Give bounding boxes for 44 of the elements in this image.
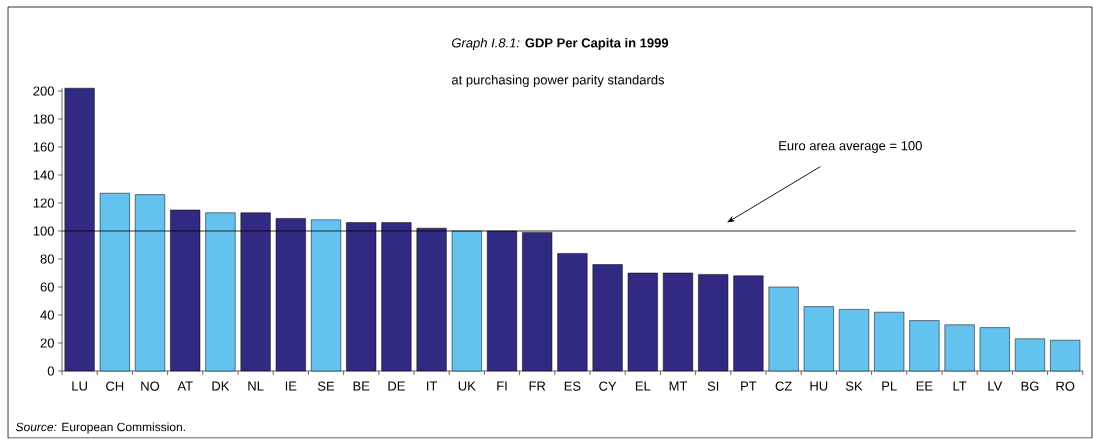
x-tick-label: CH xyxy=(106,381,124,391)
y-tick-label: 160 xyxy=(33,142,54,152)
y-tick-label: 100 xyxy=(33,226,54,236)
y-tick-label: 80 xyxy=(40,254,54,264)
x-tick-label: NL xyxy=(248,381,264,391)
x-tick-label: NO xyxy=(141,381,160,391)
x-tick-label: EE xyxy=(916,381,933,391)
x-tick-label: HU xyxy=(810,381,828,391)
x-tick-label: LV xyxy=(988,381,1003,391)
x-tick-label: MT xyxy=(669,381,688,391)
x-tick-label: IT xyxy=(427,381,438,391)
x-tick-label: LU xyxy=(72,381,87,391)
x-tick-label: BE xyxy=(353,381,370,391)
x-tick-label: FR xyxy=(529,381,546,391)
chart-title: Graph I.8.1: GDP Per Capita in 1999 xyxy=(452,37,669,51)
x-tick-label: PT xyxy=(741,381,757,391)
x-tick-label: ES xyxy=(564,381,581,391)
x-tick-label: PL xyxy=(882,381,897,391)
x-tick-label: DK xyxy=(212,381,230,391)
x-tick-label: BG xyxy=(1021,381,1039,391)
x-tick-label: EL xyxy=(635,381,651,391)
x-tick-label: DE xyxy=(388,381,405,391)
x-tick-label: CY xyxy=(599,381,617,391)
y-tick-label: 0 xyxy=(47,366,54,376)
x-tick-label: SE xyxy=(317,381,335,391)
x-tick-label: RO xyxy=(1056,381,1075,391)
x-tick-label: IE xyxy=(285,381,297,391)
text: Source: European Commission. xyxy=(15,422,185,434)
x-tick-label: CZ xyxy=(775,381,792,391)
y-tick-label: 120 xyxy=(33,198,54,208)
y-tick-label: 60 xyxy=(40,282,54,292)
x-tick-label: SK xyxy=(845,381,863,391)
y-tick-label: 40 xyxy=(40,310,54,320)
chart-subtitle: at purchasing power parity standards xyxy=(451,74,665,88)
x-tick-label: LT xyxy=(953,381,967,391)
y-tick-label: 140 xyxy=(33,170,54,180)
x-tick-label: FI xyxy=(497,381,507,391)
y-tick-label: 180 xyxy=(33,114,54,124)
x-tick-label: UK xyxy=(458,381,476,391)
y-tick-label: 200 xyxy=(33,86,54,96)
x-tick-label: AT xyxy=(177,381,193,391)
x-tick-label: SI xyxy=(707,381,719,391)
y-tick-label: 20 xyxy=(40,338,54,348)
ref-line-label: Euro area average = 100 xyxy=(779,141,922,153)
